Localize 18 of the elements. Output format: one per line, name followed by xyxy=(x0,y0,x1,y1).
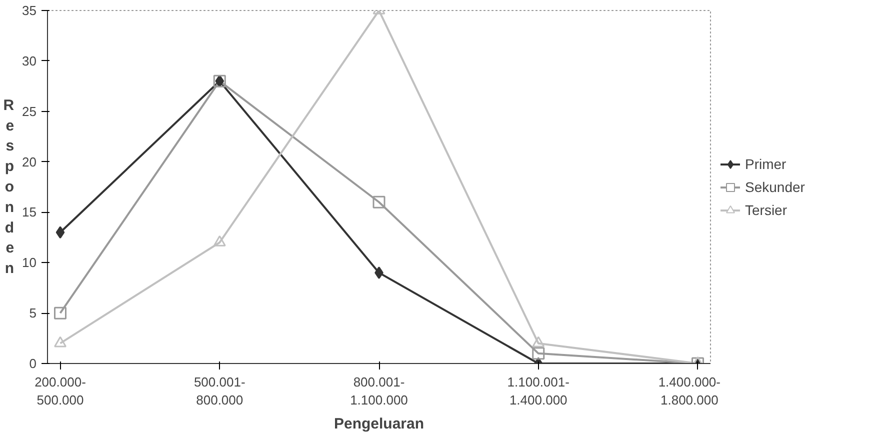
x-tick-label: 200.000- 500.000 xyxy=(34,374,86,408)
y-tick-label: 30 xyxy=(22,53,37,68)
y-tick-label: 35 xyxy=(22,3,37,18)
legend-label: Primer xyxy=(745,156,786,172)
x-axis-title: Pengeluaran xyxy=(334,416,424,432)
text: Responden xyxy=(3,96,14,278)
y-tick-label: 15 xyxy=(22,204,37,220)
y-tick-label: 10 xyxy=(22,255,37,270)
y-tick-label: 20 xyxy=(22,154,37,170)
legend-label: Tersier xyxy=(745,202,788,218)
x-tick-label: 500.001- 800.000 xyxy=(194,374,246,408)
x-tick-label: 1.400.000- 1.800.000 xyxy=(658,374,721,408)
y-tick-label: 25 xyxy=(22,104,37,119)
y-tick-label: 5 xyxy=(29,306,37,321)
y-tick-label: 0 xyxy=(29,356,37,371)
legend-label: Sekunder xyxy=(745,178,805,194)
x-tick-label: 1.100.001- 1.400.000 xyxy=(507,374,570,408)
x-tick-label: 800.001- 1.100.000 xyxy=(350,374,408,408)
